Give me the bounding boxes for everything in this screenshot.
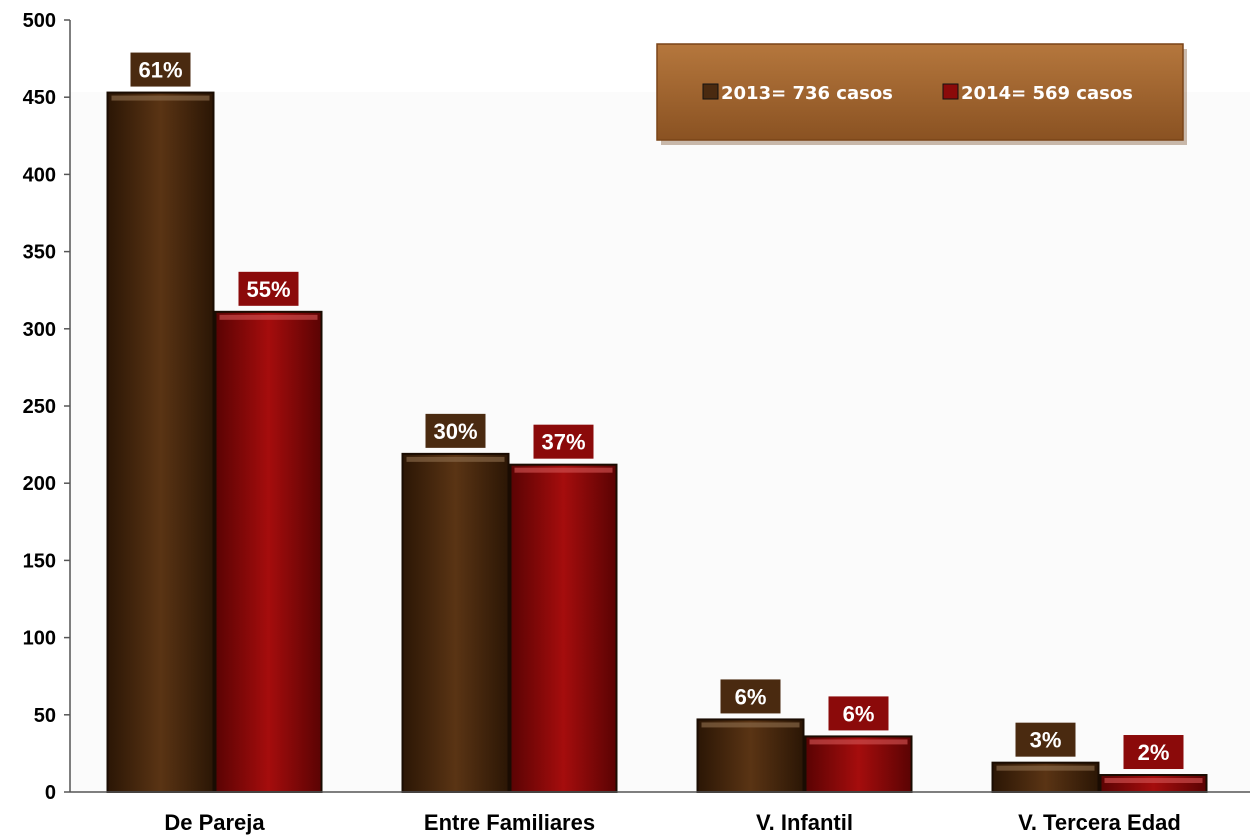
bar [1099,774,1208,793]
bars [106,91,1208,794]
bar [509,463,618,793]
data-label-box [130,52,191,87]
data-label-text: 2% [1138,740,1170,765]
data-label-text: 61% [138,58,182,83]
y-tick-label: 50 [34,705,56,727]
bar-1 [804,735,913,794]
bar-top-bevel [406,456,505,462]
bar-top-bevel [701,722,800,728]
data-label: 61% [130,52,191,87]
data-label-text: 30% [433,419,477,444]
data-label-text: 3% [1030,728,1062,753]
y-tick-label: 0 [45,782,56,804]
legend-box [656,43,1184,141]
bar [804,735,913,794]
bar [214,310,323,793]
legend-swatch [942,83,959,100]
x-tick-label: De Pareja [164,810,265,835]
x-axis: De Pareja Entre Familiares V. Infantil V. T… [70,791,1250,835]
bar-1 [1099,774,1208,793]
x-tick-label: Entre Familiares [424,810,595,835]
bar-top-bevel [111,95,210,101]
data-label-text: 55% [246,277,290,302]
data-label: 30% [425,413,486,448]
y-tick-label: 150 [23,550,56,572]
bar [401,452,510,793]
bar-1 [509,463,618,793]
y-tick-label: 250 [23,396,56,418]
bar [106,91,215,794]
data-label-text: 6% [843,701,875,726]
y-axis: 0 50 100 150 200 250 300 350 400 450 500 [23,10,71,804]
bar-0 [696,718,805,794]
x-tick-label: V. Tercera Edad [1018,810,1181,835]
y-tick-label: 100 [23,628,56,650]
bar-top-bevel [809,739,908,745]
y-tick-label: 200 [23,473,56,495]
bar-top-bevel [996,765,1095,771]
data-label: 6% [828,696,889,731]
y-tick-label: 300 [23,319,56,341]
bar-0 [106,91,215,794]
data-label: 55% [238,271,299,306]
data-label: 3% [1015,722,1076,757]
bar-0 [991,761,1100,794]
x-tick-label: V. Infantil [756,810,853,835]
data-label-box [1123,735,1184,770]
bar-top-bevel [514,467,613,473]
data-label: 2% [1123,735,1184,770]
data-label-text: 6% [735,684,767,709]
data-label-text: 37% [541,430,585,455]
legend-label: 2013= 736 casos [721,83,893,104]
bar-top-bevel [1104,778,1203,784]
data-label-box [425,413,486,448]
data-label-box [533,424,594,459]
data-label-box [238,271,299,306]
legend-entry: 2013= 736 casos [702,83,893,104]
bar-0 [401,452,510,793]
data-label: 37% [533,424,594,459]
data-labels: 61% 55% 30% 37% 6% 6% 3% 2% [130,52,1184,770]
bar-top-bevel [219,314,318,320]
legend-swatch [702,83,719,100]
y-tick-label: 500 [23,10,56,32]
bar [696,718,805,794]
data-label-box [828,696,889,731]
y-tick-label: 350 [23,242,56,264]
data-label-box [720,679,781,714]
legend-entry: 2014= 569 casos [942,83,1133,104]
data-label-box [1015,722,1076,757]
legend-label: 2014= 569 casos [961,83,1133,104]
data-label: 6% [720,679,781,714]
legend: 2013= 736 casos 2014= 569 casos [656,43,1187,145]
bar-1 [214,310,323,793]
y-tick-label: 450 [23,87,56,109]
y-tick-label: 400 [23,164,56,186]
